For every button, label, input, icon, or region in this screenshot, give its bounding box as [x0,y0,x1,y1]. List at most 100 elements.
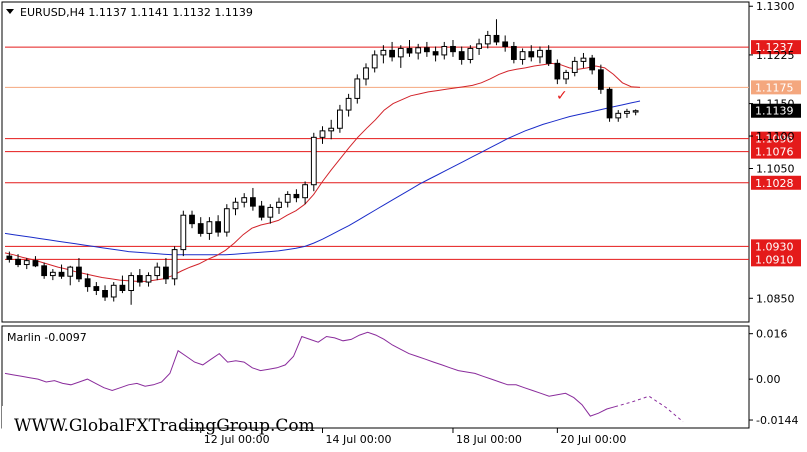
candle-body [363,67,369,80]
candle-body [267,206,274,218]
candle-body [93,286,100,291]
candle-body [406,47,413,54]
candle-body [580,57,587,62]
watermark: WWW.GlobalFXTradingGroup.Com [14,416,315,436]
candle-body [23,260,30,266]
candle-body [537,49,543,58]
candle-body [171,249,178,280]
candle-body [345,97,352,111]
candle-body [519,51,526,60]
candle-body [476,43,482,49]
price-tick-label: 1.0850 [756,292,795,305]
level-label-bg-1.1076 [751,144,801,159]
candle-body [197,223,204,234]
check-mark-icon: ✓ [556,88,568,104]
symbol-header: EURUSD,H4 1.1137 1.1141 1.1132 1.1139 [20,6,253,19]
candle-body [145,275,152,283]
candle-body [102,289,108,298]
marlin-line [4,331,616,417]
candle-body [450,45,456,53]
candle-body [223,208,230,233]
candle-body [354,78,361,99]
candle-body [397,47,404,58]
candles [6,19,639,305]
candle-body [389,49,395,58]
time-tick-label: 14 Jul 00:00 [326,433,392,446]
symbol-menu-icon[interactable] [6,9,14,14]
price-tick-label: 1.1225 [756,49,795,62]
marlin-tick-label: -0.0144 [756,414,798,427]
level-label-1.1096: 1.1096 [755,133,794,146]
candle-body [589,57,596,71]
candle-body [128,275,135,291]
candle-body [319,130,326,138]
candle-body [67,266,74,277]
candle-body [110,284,117,298]
price-tick-label: 1.1300 [756,0,795,13]
price-axis: 1.13001.12251.11501.11001.10501.08501.11… [749,0,801,305]
candle-body [328,127,335,132]
candle-body [484,34,491,45]
last-price-label: 1.1139 [755,105,794,118]
candle-body [380,49,387,56]
marlin-axis: 0.016 0.00 -0.0144 [749,328,798,427]
candle-body [15,258,21,266]
candle-body [32,260,39,267]
time-tick-label: 18 Jul 00:00 [456,433,522,446]
candle-body [423,47,430,53]
candle-body [597,69,604,90]
candle-body [415,47,422,54]
fast-moving-average [4,62,641,282]
level-label-1.1237: 1.1237 [755,41,794,54]
candle-body [615,112,622,119]
candle-body [337,109,343,129]
level-label-1.1028: 1.1028 [755,177,794,190]
time-tick-label: 20 Jul 00:00 [560,433,626,446]
candle-body [215,221,222,233]
candle-body [632,110,639,113]
level-label-bg-1.1096 [751,131,801,146]
candle-body [284,193,291,203]
time-tick-label: 12 Jul 00:00 [204,433,270,446]
fast-ma-line [4,62,641,282]
marlin-tick-label: 0.00 [756,373,781,386]
candle-body [241,197,248,203]
level-label-1.0910: 1.0910 [755,253,794,266]
candle-body [189,214,195,225]
candle-body [76,266,82,280]
candle-body [432,51,439,56]
candle-body [58,271,65,277]
level-label-bg-1.0930 [751,239,801,254]
price-tick-label: 1.1050 [756,162,795,175]
candle-body [458,51,465,60]
candle-body [163,266,169,280]
level-label-1.1175: 1.1175 [755,81,794,94]
candle-body [441,45,448,56]
candle-body [41,265,48,277]
candle-body [154,266,161,277]
level-label-1.1076: 1.1076 [755,146,794,159]
slow-ma-line [4,100,641,256]
candle-body [258,205,265,218]
candle-body [302,184,308,199]
marlin-tick-label: 0.016 [756,328,788,341]
candle-body [206,221,213,234]
watermark-background [2,406,180,450]
time-axis: 12 Jul 00:00 14 Jul 00:00 18 Jul 00:00 20 J… [200,428,626,446]
candle-body [276,201,282,208]
candle-body [293,193,300,199]
last-price-bg [751,103,801,118]
level-label-bg-1.1175 [751,80,801,95]
candle-body [563,71,569,80]
candle-body [510,45,517,60]
candle-body [180,214,187,251]
slow-moving-average [4,100,641,256]
marlin-oscillator [4,331,684,423]
candle-body [571,60,578,73]
candle-body [624,110,630,114]
candle-body [467,47,474,60]
candle-body [250,197,256,207]
candle-body [528,51,535,58]
